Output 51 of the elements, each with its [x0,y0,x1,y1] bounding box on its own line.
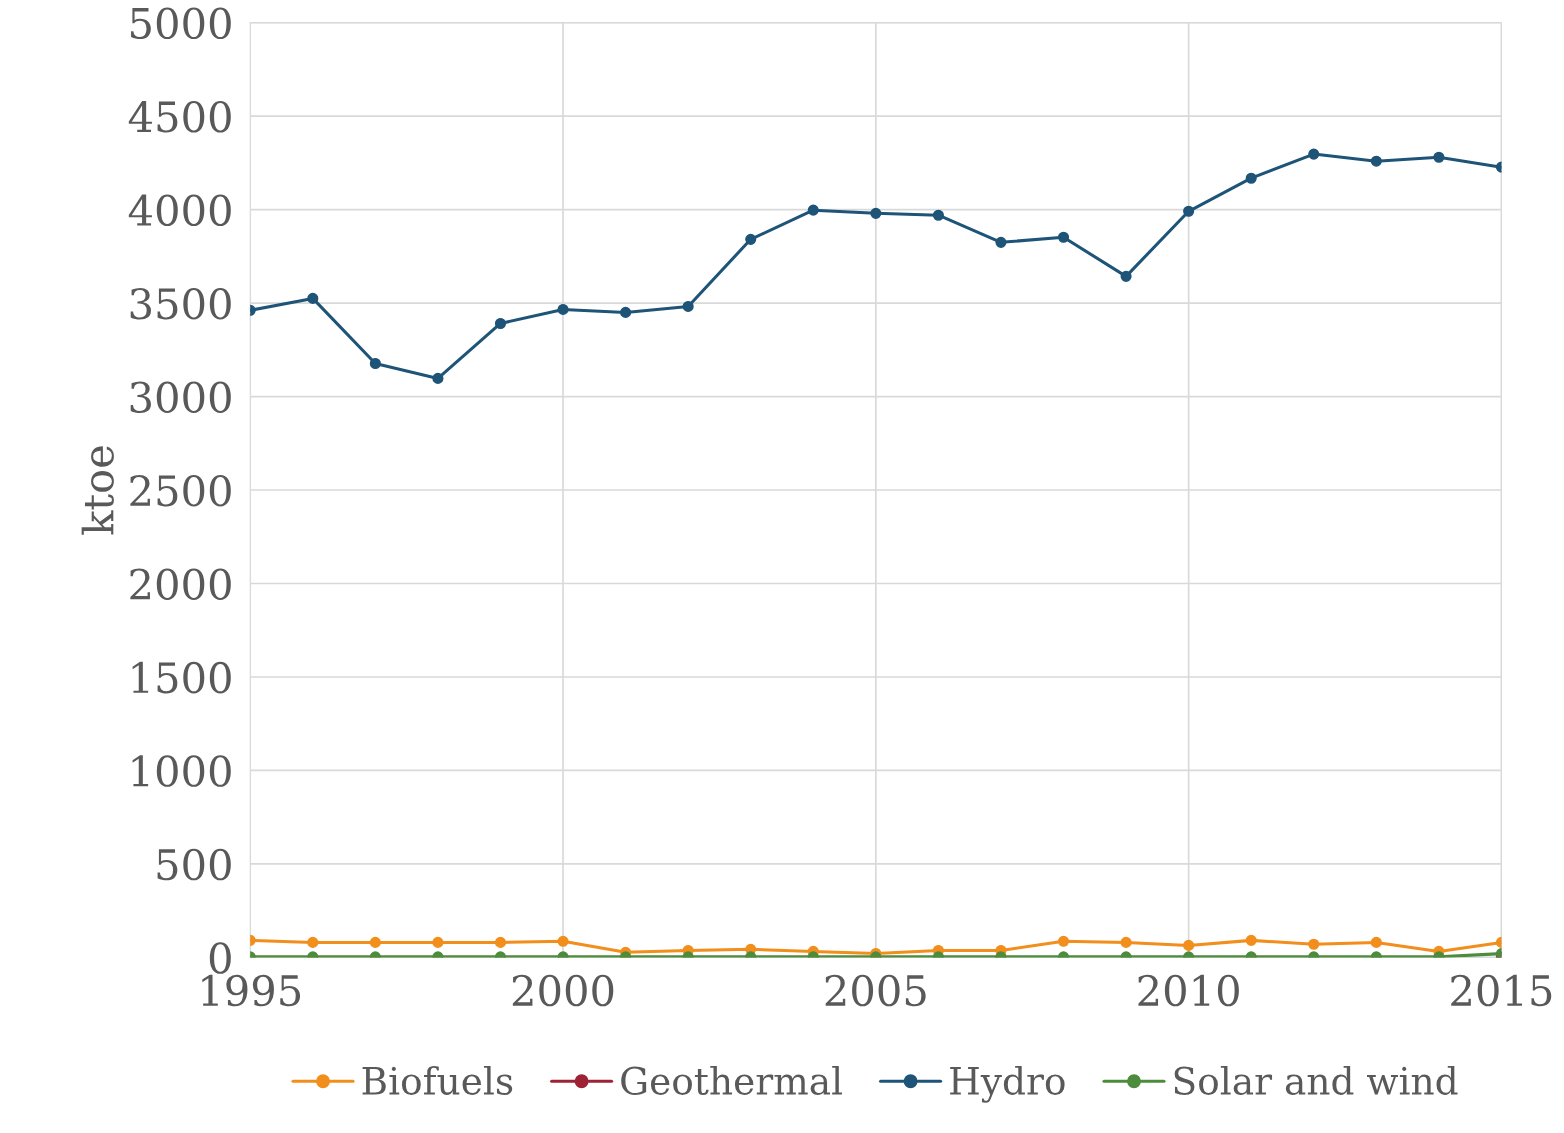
legend-label: Biofuels [362,1065,513,1095]
y-tick-label: 5000 [131,7,231,40]
point [995,236,1007,248]
point [1120,936,1132,948]
x-tick-label: 2000 [512,974,614,1007]
point [870,207,882,219]
point [1183,939,1195,951]
y-tick-label: 2000 [130,568,231,600]
point [1183,205,1195,217]
point [1057,231,1070,243]
point [432,936,444,948]
point [1370,936,1382,948]
point [807,204,819,216]
point [1120,270,1132,282]
x-tick-label: 2005 [825,974,926,1007]
legend-label: Solar and wind [1174,1065,1458,1095]
x-tick-label: 1995 [202,974,301,1007]
y-tick-label: 1000 [132,755,231,787]
point [494,936,507,948]
point [1308,938,1320,950]
point [932,209,944,221]
y-tick-label: 500 [157,848,231,881]
point [557,303,569,315]
point [557,935,569,947]
legend-label: Geothermal [621,1065,842,1095]
point [307,292,319,304]
point [494,317,507,330]
y-tick-label: 3500 [130,287,231,320]
y-axis-title: ktoe [81,446,114,535]
x-tick-label: 2015 [1451,974,1552,1007]
point [1057,935,1070,947]
point [432,372,444,384]
x-tick-label: 2010 [1138,974,1239,1007]
point [369,357,381,370]
y-tick-label: 3000 [130,381,231,413]
point [620,306,632,318]
point [369,936,381,948]
point [682,300,694,312]
point [1245,172,1257,184]
y-tick-label: 4000 [128,194,231,227]
point [307,936,319,948]
point [1245,934,1257,946]
point [1370,155,1382,167]
y-tick-label: 1500 [132,661,231,694]
point [1433,151,1445,163]
point [745,233,757,245]
y-tick-label: 4500 [128,101,231,133]
y-tick-label: 0 [209,942,231,974]
legend-label: Hydro [950,1065,1065,1103]
y-tick-label: 2500 [130,474,231,507]
point [1308,148,1320,160]
